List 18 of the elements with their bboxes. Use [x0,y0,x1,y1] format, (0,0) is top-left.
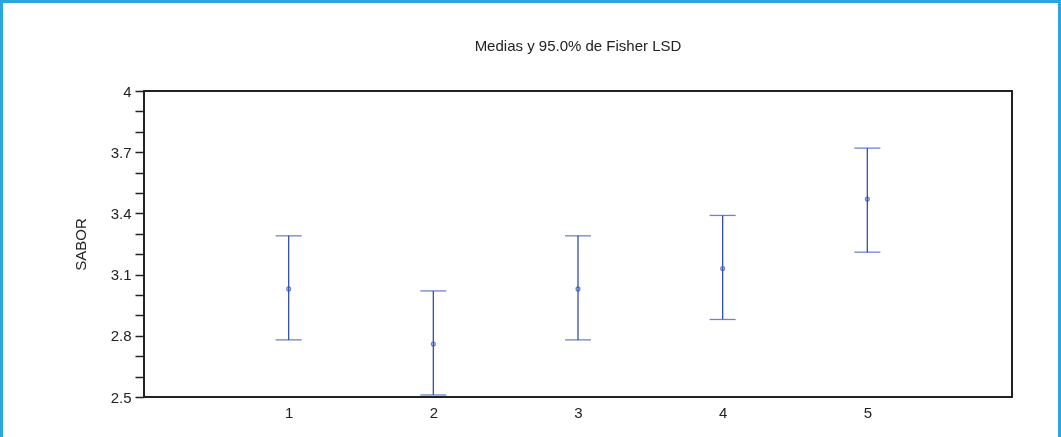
x-tick-label: 2 [429,403,439,421]
x-tick-label: 1 [284,403,294,421]
y-tick-label: 3.7 [110,143,132,161]
point [430,341,436,347]
x-tick-label: 3 [574,403,583,421]
x-tick-label: 4 [718,403,728,421]
point [864,196,870,202]
y-tick-label: 3.1 [110,266,132,284]
chart-title: Medias y 95.0% de Fisher LSD [474,37,682,54]
y-tick-label: 2.8 [110,327,132,345]
y-tick-label: 2.5 [110,388,132,406]
x-tick-label: 5 [863,403,873,421]
y-tick-label: 4 [123,82,132,100]
point [720,265,726,272]
point [575,286,581,292]
point [286,286,292,292]
y-tick-label: 3.4 [110,204,132,222]
y-axis-title: SABOR [71,218,89,271]
